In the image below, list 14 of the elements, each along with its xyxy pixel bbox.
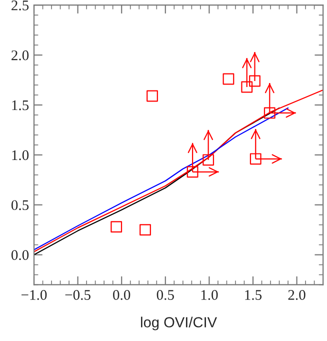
x-axis-title: log OVI/CIV xyxy=(141,316,217,330)
y-tick-label: 0.5 xyxy=(11,200,29,210)
x-tick-label: 0.5 xyxy=(156,290,174,300)
x-tick-label: −0.5 xyxy=(65,290,90,300)
y-tick-label: 2.5 xyxy=(12,0,29,10)
y-tick-label: 1.0 xyxy=(12,150,29,160)
x-tick-label: 1.0 xyxy=(201,290,218,300)
x-tick-label: 1.5 xyxy=(245,290,262,300)
x-tick-label: 0.0 xyxy=(113,290,130,300)
y-tick-label: 0.0 xyxy=(11,250,29,260)
y-tick-label: 1.5 xyxy=(12,100,29,110)
x-tick-label: 2.0 xyxy=(288,290,306,300)
x-tick-label: −1.0 xyxy=(22,290,47,300)
y-tick-label: 2.0 xyxy=(12,50,29,60)
